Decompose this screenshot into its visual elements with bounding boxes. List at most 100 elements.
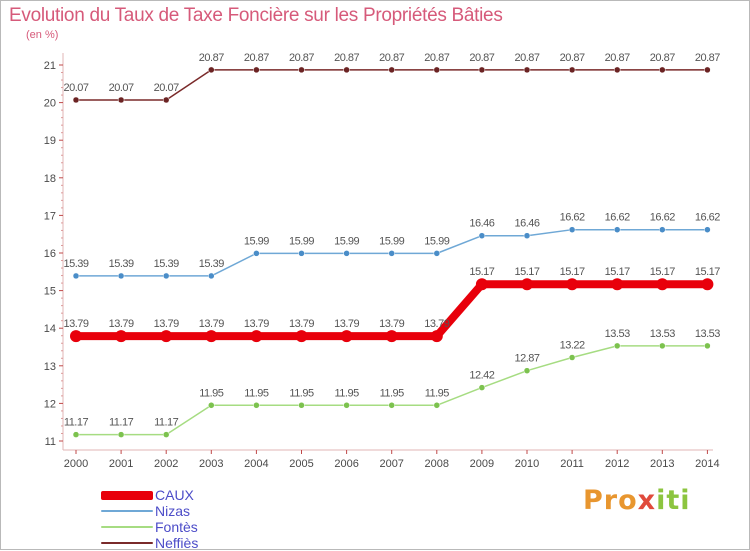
data-label-fontes: 11.95 — [380, 387, 405, 399]
data-point-neffies — [208, 66, 215, 74]
data-label-fontes: 13.53 — [695, 328, 720, 340]
data-point-fontes — [343, 402, 350, 409]
x-tick-label: 2005 — [289, 458, 313, 470]
data-label-caux: 15.17 — [650, 266, 675, 278]
data-label-neffies: 20.87 — [244, 52, 269, 64]
y-tick-label: 15 — [44, 286, 56, 298]
data-label-neffies: 20.07 — [154, 82, 179, 94]
data-point-fontes — [704, 342, 711, 350]
data-point-fontes — [253, 402, 260, 409]
data-label-fontes: 12.42 — [469, 370, 494, 382]
data-point-fontes — [523, 367, 531, 374]
data-label-neffies: 20.87 — [650, 52, 675, 64]
data-label-nizas: 15.99 — [379, 235, 404, 247]
data-label-fontes: 13.53 — [650, 328, 675, 340]
data-label-nizas: 15.99 — [334, 235, 359, 247]
data-label-fontes: 12.87 — [514, 353, 539, 365]
data-point-caux — [385, 330, 398, 343]
chart-title: Evolution du Taux de Taxe Foncière sur l… — [9, 5, 503, 26]
data-point-caux — [566, 278, 579, 291]
data-point-nizas — [72, 272, 80, 280]
y-tick-label: 21 — [44, 60, 56, 72]
data-label-caux: 13.79 — [244, 318, 269, 330]
data-point-caux — [205, 330, 218, 343]
y-tick-label: 17 — [44, 210, 56, 222]
data-label-fontes: 11.95 — [244, 387, 269, 399]
data-point-nizas — [433, 250, 441, 257]
data-label-caux: 13.79 — [289, 318, 314, 330]
data-label-neffies: 20.87 — [695, 52, 720, 64]
data-label-nizas: 16.46 — [514, 218, 539, 230]
data-label-nizas: 15.39 — [154, 258, 179, 270]
y-tick-label: 19 — [44, 135, 56, 147]
data-point-fontes — [388, 402, 395, 409]
data-point-nizas — [659, 226, 666, 233]
data-point-caux — [521, 278, 533, 291]
data-point-neffies — [72, 96, 80, 104]
data-point-caux — [250, 330, 263, 343]
data-point-neffies — [117, 96, 125, 104]
data-point-neffies — [433, 66, 441, 74]
data-point-fontes — [162, 431, 170, 438]
data-point-caux — [340, 330, 353, 343]
data-point-nizas — [298, 250, 305, 257]
x-tick-label: 2002 — [154, 458, 178, 470]
data-label-nizas: 15.99 — [424, 235, 449, 247]
data-point-nizas — [523, 232, 531, 239]
data-point-nizas — [253, 250, 260, 257]
data-label-fontes: 11.17 — [154, 417, 179, 429]
x-tick-label: 2001 — [109, 458, 133, 470]
data-point-nizas — [208, 272, 215, 280]
data-point-caux — [611, 278, 624, 291]
data-point-caux — [115, 330, 128, 343]
data-label-neffies: 20.07 — [109, 82, 134, 94]
y-tick-label: 11 — [45, 436, 56, 448]
data-label-fontes: 11.95 — [199, 387, 224, 399]
legend-label-neffies: Neffiès — [155, 535, 199, 551]
legend-label-nizas: Nizas — [155, 503, 191, 519]
data-label-caux: 13.79 — [109, 318, 134, 330]
data-point-neffies — [613, 66, 621, 74]
data-label-fontes: 11.17 — [109, 417, 134, 429]
y-axis-unit: (en %) — [26, 29, 59, 41]
x-tick-label: 2007 — [379, 458, 403, 470]
data-point-nizas — [478, 232, 486, 239]
proxiti-logo: Proxiti — [583, 485, 691, 516]
data-label-neffies: 20.87 — [605, 52, 630, 64]
data-point-nizas — [613, 226, 621, 233]
data-point-neffies — [523, 66, 531, 74]
x-tick-label: 2013 — [650, 458, 674, 470]
data-point-fontes — [613, 342, 621, 350]
data-label-nizas: 15.39 — [109, 258, 134, 270]
x-tick-label: 2010 — [515, 458, 539, 470]
data-point-neffies — [478, 66, 486, 74]
data-label-nizas: 15.39 — [199, 258, 224, 270]
data-point-fontes — [433, 402, 441, 409]
data-label-nizas: 16.62 — [695, 212, 720, 224]
data-point-neffies — [253, 66, 260, 74]
data-point-fontes — [298, 402, 305, 409]
data-label-nizas: 16.62 — [605, 212, 630, 224]
data-point-caux — [701, 278, 714, 291]
legend-swatch-nizas — [101, 510, 153, 512]
data-label-caux: 13.79 — [334, 318, 359, 330]
data-point-neffies — [298, 66, 305, 74]
data-label-nizas: 15.99 — [289, 235, 314, 247]
data-point-caux — [475, 278, 488, 291]
data-label-neffies: 20.87 — [514, 52, 539, 64]
y-tick-label: 12 — [44, 398, 56, 410]
data-label-caux: 13.79 — [379, 318, 404, 330]
data-point-neffies — [388, 66, 395, 74]
data-label-fontes: 11.17 — [64, 417, 89, 429]
legend-swatch-caux — [101, 490, 153, 500]
data-point-neffies — [162, 96, 170, 104]
data-point-neffies — [343, 66, 350, 74]
data-point-nizas — [568, 226, 576, 233]
data-label-caux: 13.79 — [424, 318, 449, 330]
y-tick-label: 18 — [44, 173, 56, 185]
x-tick-label: 2008 — [425, 458, 449, 470]
data-label-fontes: 11.95 — [425, 387, 450, 399]
x-tick-label: 2011 — [560, 458, 584, 470]
